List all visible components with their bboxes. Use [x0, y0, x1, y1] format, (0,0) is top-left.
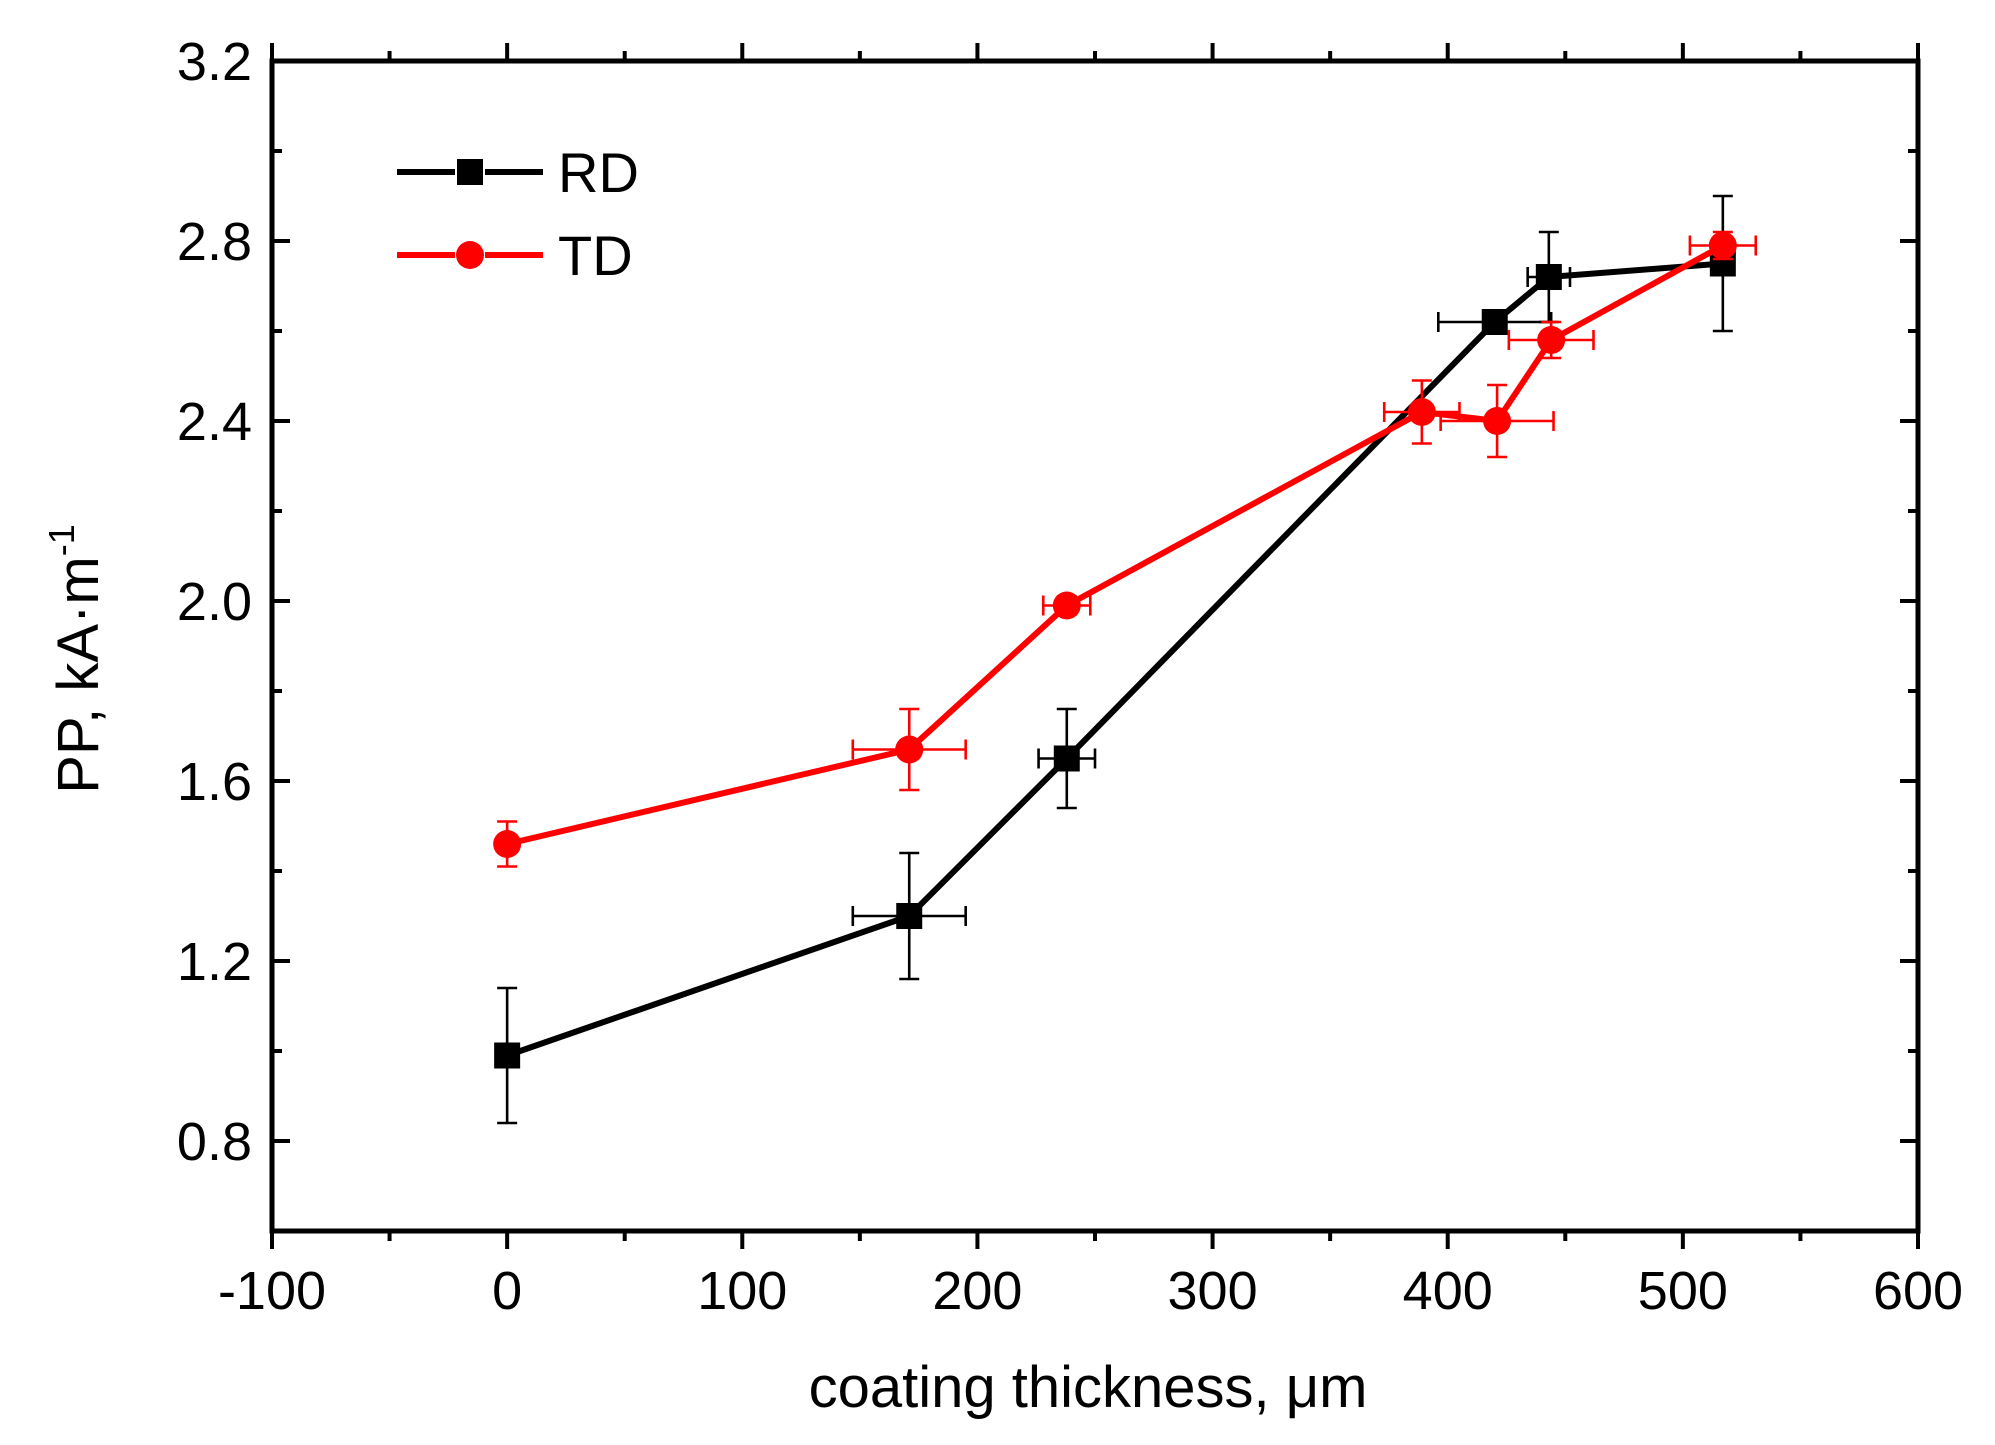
legend-item-rd: RD — [397, 141, 639, 204]
y-axis-title: PP, kA·m-1 — [41, 524, 111, 793]
legend-label: RD — [558, 141, 639, 204]
legend: RD TD — [397, 141, 639, 287]
data-point-square — [1053, 745, 1080, 772]
plot-frame — [269, 58, 1921, 1234]
legend-marker-square — [457, 159, 483, 185]
data-point-square — [494, 1042, 521, 1069]
plot-frame-layer — [269, 58, 1921, 1234]
y-tick-label: 1.2 — [177, 932, 252, 992]
legend-item-td: TD — [397, 224, 633, 287]
x-tick-label: 0 — [492, 1261, 522, 1321]
y-axis-title-superscript: -1 — [41, 524, 82, 556]
tick-labels: -100 0 100 200 300 400 500 600 0.8 1.2 1.6 2.0 2.4 2.… — [177, 32, 1963, 1321]
data-point-square — [896, 903, 923, 929]
legend-marker-circle — [456, 241, 484, 269]
data-point-square — [1535, 264, 1562, 290]
x-tick-label: 100 — [697, 1261, 787, 1321]
data-point-circle — [895, 735, 924, 764]
y-tick-label: 2.8 — [177, 212, 252, 272]
x-tick-label: -100 — [218, 1261, 326, 1321]
data-point-circle — [1537, 326, 1566, 354]
data-point-square — [1481, 309, 1508, 335]
y-tick-label: 2.4 — [177, 392, 252, 452]
y-tick-label: 1.6 — [177, 752, 252, 812]
x-tick-label: 600 — [1873, 1261, 1963, 1321]
y-tick-label: 2.0 — [177, 572, 252, 632]
data-point-circle — [493, 830, 522, 858]
axis-ticks — [270, 43, 1920, 1249]
data-point-circle — [1708, 231, 1737, 260]
y-tick-label: 0.8 — [177, 1112, 252, 1172]
y-axis-title-main: PP, kA·m — [46, 556, 111, 793]
x-axis-title: coating thickness, μm — [809, 1355, 1368, 1420]
series-td — [493, 230, 1758, 868]
y-tick-label: 3.2 — [177, 32, 252, 92]
x-tick-label: 400 — [1403, 1261, 1493, 1321]
x-tick-label: 500 — [1638, 1261, 1728, 1321]
data-point-circle — [1407, 398, 1436, 426]
data-point-circle — [1483, 407, 1512, 435]
svg-text:PP, kA·m-1: PP, kA·m-1 — [41, 524, 111, 793]
series-line-rd — [506, 260, 1724, 1059]
legend-label: TD — [558, 224, 633, 287]
series-layer — [493, 194, 1758, 1125]
x-tick-label: 200 — [932, 1261, 1022, 1321]
x-tick-label: 300 — [1168, 1261, 1258, 1321]
data-point-circle — [1052, 591, 1081, 620]
